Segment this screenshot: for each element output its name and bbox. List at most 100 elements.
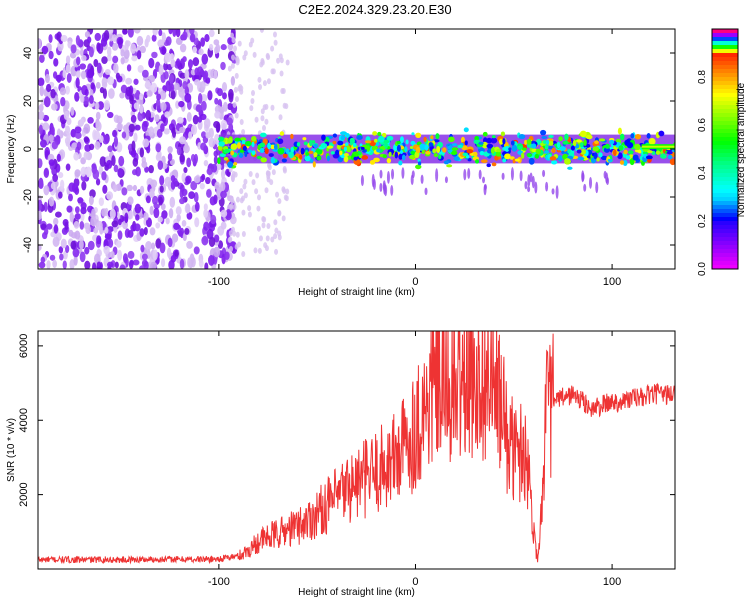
spectrogram-cell bbox=[262, 216, 267, 223]
spectrogram-cell bbox=[188, 131, 193, 140]
spectrogram-cell bbox=[672, 149, 675, 153]
spectrogram-cell bbox=[405, 139, 409, 145]
spectrogram-cell bbox=[73, 220, 80, 229]
spectrogram-cell bbox=[102, 134, 110, 145]
spectrogram-cell bbox=[230, 143, 238, 150]
spectrogram-cell bbox=[167, 146, 173, 154]
spectrogram-cell bbox=[75, 35, 81, 46]
colorbar-band bbox=[712, 169, 738, 174]
spectrogram-cell bbox=[141, 120, 148, 132]
spectrogram-cell bbox=[232, 230, 237, 237]
spectrogram-cell bbox=[227, 65, 232, 72]
spectrogram-cell bbox=[313, 143, 318, 148]
spectrogram-cell bbox=[267, 164, 272, 171]
spectrogram-cell bbox=[251, 179, 256, 186]
spectrogram-cell bbox=[117, 38, 123, 49]
x-tick-label: 100 bbox=[603, 576, 621, 588]
spectrogram-cell bbox=[604, 143, 610, 149]
spectrogram-cell bbox=[73, 255, 78, 266]
spectrogram-cell bbox=[199, 182, 205, 190]
spectrogram-cell bbox=[88, 95, 94, 104]
spectrogram-cell bbox=[155, 98, 161, 110]
spectrogram-cell bbox=[376, 148, 381, 153]
colorbar-band bbox=[712, 217, 738, 222]
spectrogram-cell bbox=[432, 148, 437, 154]
spectrogram-cell bbox=[508, 147, 512, 151]
spectrogram-cell bbox=[187, 257, 192, 268]
spectrogram-cell bbox=[132, 157, 139, 167]
spectrogram-cell bbox=[172, 29, 177, 38]
spectrogram-cell bbox=[79, 220, 85, 230]
spectrogram-cell bbox=[600, 155, 608, 161]
spectrogram-cell bbox=[228, 88, 234, 100]
spectrogram-cell bbox=[69, 212, 74, 223]
spectrogram-cell bbox=[193, 153, 199, 164]
spectrogram-cell bbox=[97, 43, 104, 55]
spectrogram-cell bbox=[277, 138, 284, 145]
spectrogram-cell bbox=[219, 153, 227, 158]
spectrogram-cell bbox=[130, 149, 137, 158]
spectrogram-cell bbox=[127, 250, 135, 259]
spectrogram-cell bbox=[38, 158, 43, 169]
spectrogram-cell bbox=[583, 183, 587, 192]
spectrogram-cell bbox=[82, 95, 90, 105]
spectrogram-cell bbox=[541, 135, 548, 139]
spectrogram-cell bbox=[486, 163, 491, 168]
spectrogram-cell bbox=[57, 191, 63, 199]
spectrogram-cell bbox=[256, 225, 261, 232]
spectrogram-cell bbox=[43, 185, 50, 196]
spectrogram-cell bbox=[151, 51, 158, 59]
spectrogram-cell bbox=[66, 132, 71, 143]
spectrogram-cell bbox=[126, 64, 132, 72]
spectrogram-cell bbox=[182, 56, 187, 63]
spectrogram-cell bbox=[173, 82, 180, 91]
spectrogram-cell bbox=[48, 34, 53, 43]
spectrogram-cell bbox=[589, 176, 593, 189]
spectrogram-cell bbox=[264, 103, 269, 110]
spectrogram-cell bbox=[59, 87, 67, 96]
spectrogram-cell bbox=[473, 139, 481, 144]
colorbar-band bbox=[712, 65, 738, 70]
spectrogram-cell bbox=[152, 249, 158, 261]
spectrogram-cell bbox=[526, 138, 532, 145]
spectrogram-cell bbox=[90, 82, 95, 90]
spectrogram-cell bbox=[231, 37, 236, 44]
spectrogram-cell bbox=[95, 81, 101, 89]
spectrogram-cell bbox=[227, 161, 234, 169]
spectrogram-cell bbox=[238, 152, 244, 158]
spectrogram-cell bbox=[99, 156, 107, 167]
spectrogram-cell bbox=[72, 248, 80, 258]
spectrogram-cell bbox=[189, 33, 196, 43]
spectrogram-cell bbox=[356, 135, 363, 140]
spectrogram-cell bbox=[158, 196, 163, 206]
spectrogram-cell bbox=[129, 259, 134, 266]
spectrogram-cell bbox=[175, 58, 181, 67]
spectrogram-cell bbox=[185, 175, 192, 184]
spectrogram-cell bbox=[183, 144, 190, 154]
spectrogram-cell bbox=[56, 153, 61, 162]
spectrogram-cell bbox=[377, 135, 385, 143]
spectrogram-cell bbox=[182, 81, 188, 90]
spectrogram-cell bbox=[290, 133, 294, 140]
spectrogram-cell bbox=[251, 150, 256, 156]
spectrogram-cell bbox=[579, 142, 584, 148]
spectrogram-cell bbox=[193, 175, 201, 184]
spectrogram-cell bbox=[179, 136, 187, 145]
colorbar-band bbox=[712, 29, 738, 34]
spectrogram-cell bbox=[186, 157, 192, 168]
spectrogram-cell bbox=[490, 137, 498, 144]
colorbar-band bbox=[712, 197, 738, 202]
spectrogram-cell bbox=[118, 155, 125, 167]
spectrogram-cell bbox=[216, 163, 222, 170]
spectrogram-cell bbox=[551, 188, 555, 195]
spectrogram-cell bbox=[164, 52, 172, 63]
spectrogram-cell bbox=[282, 153, 288, 159]
spectrogram-cell bbox=[41, 45, 49, 55]
spectrogram-cell bbox=[343, 156, 349, 163]
spectrogram-cell bbox=[415, 146, 421, 154]
spectrogram-cell bbox=[103, 100, 111, 111]
spectrogram-cell bbox=[139, 265, 146, 269]
spectrogram-cell bbox=[257, 76, 262, 83]
spectrogram-cell bbox=[144, 166, 149, 173]
spectrogram-cell bbox=[58, 246, 64, 254]
